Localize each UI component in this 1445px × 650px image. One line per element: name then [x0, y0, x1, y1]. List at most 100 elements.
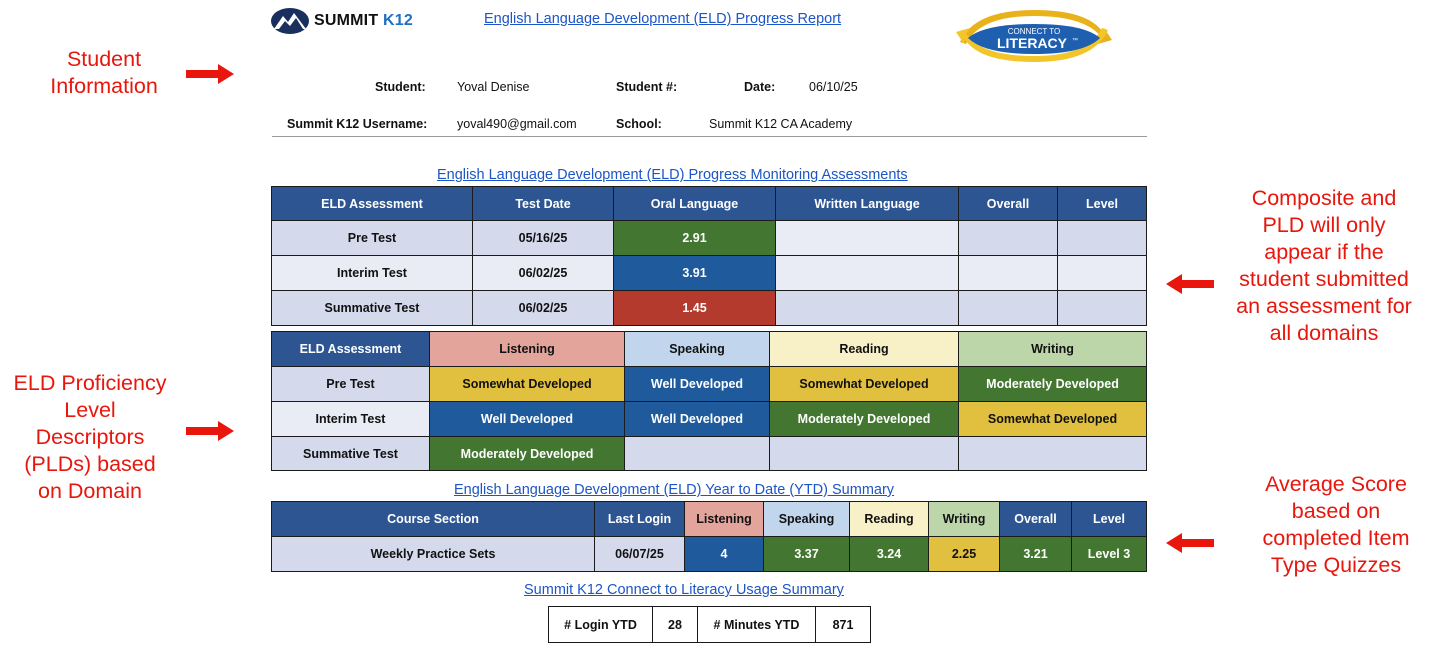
- usage-table: # Login YTD 28 # Minutes YTD 871: [548, 606, 871, 643]
- test-date: 06/02/25: [472, 255, 614, 291]
- col-listening: Listening: [429, 331, 625, 367]
- overall-score: [958, 220, 1058, 256]
- speaking-pld: Well Developed: [624, 366, 770, 402]
- ctl-logo-main-text: LITERACY: [997, 35, 1068, 51]
- report-title-link[interactable]: English Language Development (ELD) Progr…: [484, 11, 842, 27]
- annotation-line: Student: [66, 47, 142, 71]
- col-oral-language: Oral Language: [613, 186, 776, 221]
- col-level: Level: [1071, 501, 1147, 537]
- logo-text-main: SUMMIT: [314, 12, 379, 29]
- ytd-header-row: Course Section Last Login Listening Spea…: [271, 501, 1147, 537]
- written-language-score: [775, 290, 959, 326]
- login-ytd-value: 28: [652, 606, 698, 643]
- ytd-table: Course Section Last Login Listening Spea…: [271, 501, 1147, 572]
- col-overall: Overall: [958, 186, 1058, 221]
- annotation-pld: ELD Proficiency Level Descriptors (PLDs)…: [2, 370, 178, 505]
- col-speaking: Speaking: [763, 501, 850, 537]
- pld-table: ELD Assessment Listening Speaking Readin…: [271, 331, 1147, 471]
- table-row: Weekly Practice Sets 06/07/25 4 3.37 3.2…: [271, 536, 1147, 572]
- assessments-title-link[interactable]: English Language Development (ELD) Progr…: [437, 167, 908, 183]
- annotation-line: PLD will only: [1262, 213, 1386, 237]
- listening-pld: Well Developed: [429, 401, 625, 437]
- annotation-line: completed Item: [1262, 526, 1410, 550]
- student-number-label: Student #:: [616, 80, 678, 94]
- annotation-line: Information: [50, 74, 158, 98]
- writing-pld: [958, 436, 1147, 471]
- annotation-line: Composite and: [1251, 186, 1397, 210]
- assessment-name: Pre Test: [271, 366, 430, 402]
- reading-pld: Moderately Developed: [769, 401, 959, 437]
- username-value: yoval490@gmail.com: [457, 117, 577, 131]
- writing-pld: Somewhat Developed: [958, 401, 1147, 437]
- annotation-line: Descriptors: [35, 425, 145, 449]
- arrow-right-icon: [186, 421, 234, 441]
- table-row: Interim Test Well Developed Well Develop…: [271, 401, 1147, 437]
- ctl-logo-top-text: CONNECT TO: [1008, 27, 1060, 36]
- usage-title-link[interactable]: Summit K12 Connect to Literacy Usage Sum…: [524, 582, 844, 598]
- username-label: Summit K12 Username:: [287, 117, 428, 131]
- ytd-title-link[interactable]: English Language Development (ELD) Year …: [454, 482, 895, 498]
- annotation-line: Level: [64, 398, 116, 422]
- annotation-average: Average Score based on completed Item Ty…: [1240, 471, 1432, 579]
- col-level: Level: [1057, 186, 1147, 221]
- pld-header-row: ELD Assessment Listening Speaking Readin…: [271, 331, 1147, 367]
- assessments-header-row: ELD Assessment Test Date Oral Language W…: [271, 186, 1147, 221]
- oral-language-score: 3.91: [613, 255, 776, 291]
- table-row: # Login YTD 28 # Minutes YTD 871: [548, 606, 871, 643]
- last-login: 06/07/25: [594, 536, 685, 572]
- table-row: Pre Test Somewhat Developed Well Develop…: [271, 366, 1147, 402]
- reading-pld: Somewhat Developed: [769, 366, 959, 402]
- school-value: Summit K12 CA Academy: [709, 117, 853, 131]
- assessment-name: Summative Test: [271, 290, 473, 326]
- course-section: Weekly Practice Sets: [271, 536, 595, 572]
- col-last-login: Last Login: [594, 501, 685, 537]
- annotation-line: Average Score: [1265, 472, 1407, 496]
- test-date: 06/02/25: [472, 290, 614, 326]
- divider: [272, 136, 1147, 137]
- login-ytd-label: # Login YTD: [548, 606, 653, 643]
- table-row: Summative Test Moderately Developed: [271, 436, 1147, 471]
- speaking-pld: Well Developed: [624, 401, 770, 437]
- col-overall: Overall: [999, 501, 1072, 537]
- table-row: Pre Test 05/16/25 2.91: [271, 220, 1147, 256]
- summit-k12-logo: SUMMIT K12: [270, 6, 413, 36]
- col-writing: Writing: [958, 331, 1147, 367]
- annotation-student-info: Student Information: [30, 46, 178, 100]
- level: [1057, 290, 1147, 326]
- connect-to-literacy-logo: CONNECT TO LITERACY ™: [956, 10, 1112, 62]
- table-row: Summative Test 06/02/25 1.45: [271, 290, 1147, 326]
- school-label: School:: [616, 117, 662, 131]
- assessment-name: Interim Test: [271, 401, 430, 437]
- overall-score: [958, 255, 1058, 291]
- assessment-name: Summative Test: [271, 436, 430, 471]
- annotation-line: student submitted: [1239, 267, 1409, 291]
- logo-text-accent: K12: [382, 12, 413, 29]
- col-written-language: Written Language: [775, 186, 959, 221]
- reading-avg: 3.24: [849, 536, 929, 572]
- annotation-line: all domains: [1269, 321, 1379, 345]
- annotation-line: (PLDs) based: [24, 452, 156, 476]
- minutes-ytd-value: 871: [815, 606, 871, 643]
- assessment-name: Pre Test: [271, 220, 473, 256]
- arrow-left-icon: [1166, 274, 1214, 294]
- reading-pld: [769, 436, 959, 471]
- listening-pld: Moderately Developed: [429, 436, 625, 471]
- test-date: 05/16/25: [472, 220, 614, 256]
- overall-score: [958, 290, 1058, 326]
- col-eld-assessment: ELD Assessment: [271, 186, 473, 221]
- speaking-avg: 3.37: [763, 536, 850, 572]
- col-speaking: Speaking: [624, 331, 770, 367]
- date-label: Date:: [744, 80, 776, 94]
- writing-avg: 2.25: [928, 536, 1000, 572]
- assessments-table: ELD Assessment Test Date Oral Language W…: [271, 186, 1147, 326]
- annotation-line: on Domain: [38, 479, 142, 503]
- writing-pld: Moderately Developed: [958, 366, 1147, 402]
- written-language-score: [775, 220, 959, 256]
- student-label: Student:: [375, 80, 426, 94]
- mountain-logo-icon: [271, 8, 309, 34]
- oral-language-score: 2.91: [613, 220, 776, 256]
- overall-avg: 3.21: [999, 536, 1072, 572]
- col-writing: Writing: [928, 501, 1000, 537]
- annotation-line: Type Quizzes: [1270, 553, 1402, 577]
- arrow-left-icon: [1166, 533, 1214, 553]
